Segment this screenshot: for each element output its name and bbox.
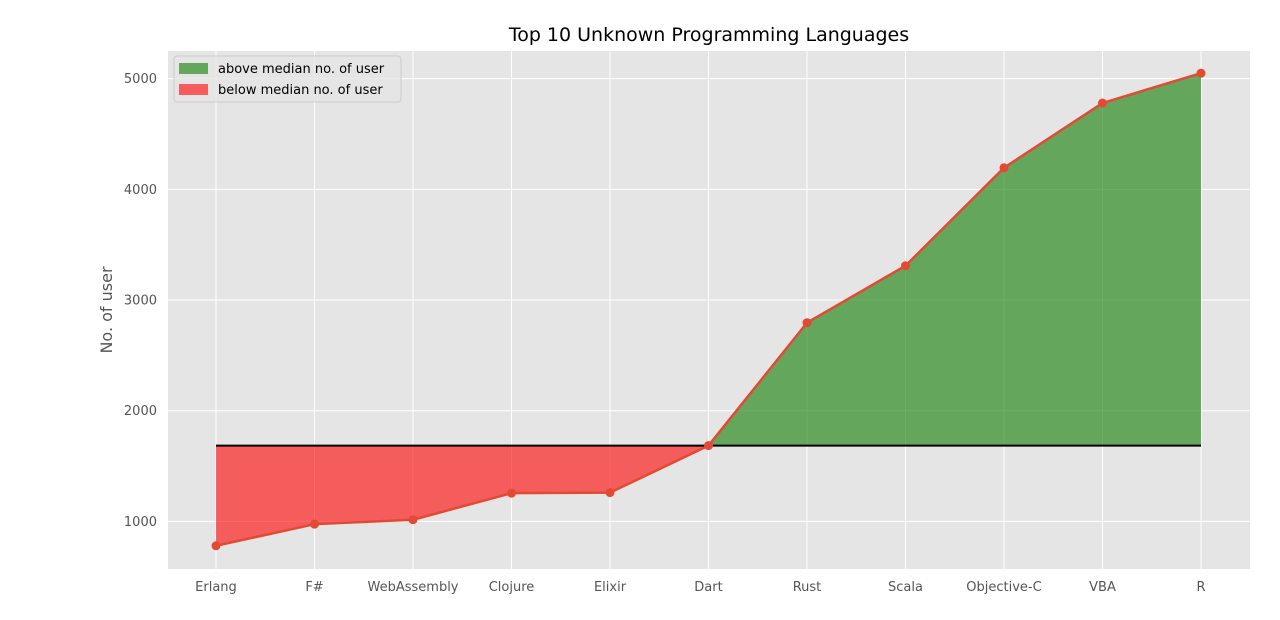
data-point-elixir bbox=[605, 488, 615, 498]
x-tick-label: Elixir bbox=[594, 580, 627, 595]
data-point-r bbox=[1196, 68, 1206, 78]
x-tick-label: Clojure bbox=[489, 580, 535, 595]
data-point-clojure bbox=[507, 488, 516, 498]
chart-title: Top 10 Unknown Programming Languages bbox=[508, 24, 909, 46]
x-tick-label: Scala bbox=[888, 580, 923, 595]
data-point-objective-c bbox=[999, 163, 1009, 173]
area-below-median bbox=[216, 445, 709, 546]
data-point-erlang bbox=[211, 541, 221, 551]
y-tick-label: 2000 bbox=[124, 404, 157, 419]
x-tick-label: WebAssembly bbox=[368, 580, 459, 595]
data-point-rust bbox=[802, 318, 812, 328]
x-tick-label: Dart bbox=[694, 580, 722, 595]
y-tick-label: 3000 bbox=[124, 294, 157, 309]
legend-box bbox=[173, 55, 402, 103]
legend-label-above: above median no. of user bbox=[218, 62, 385, 77]
y-axis-title: No. of user bbox=[97, 266, 116, 353]
area-above-median bbox=[708, 73, 1201, 446]
y-tick-labels: 1000 2000 3000 4000 5000 bbox=[124, 72, 157, 530]
data-markers bbox=[211, 68, 1206, 551]
legend-swatch-above bbox=[179, 63, 208, 74]
y-tick-label: 1000 bbox=[124, 515, 157, 530]
x-tick-label: R bbox=[1196, 580, 1205, 595]
data-point-vba bbox=[1098, 98, 1107, 108]
x-tick-label: Rust bbox=[793, 580, 822, 595]
y-tick-label: 5000 bbox=[124, 72, 157, 87]
y-tick-label: 4000 bbox=[124, 183, 157, 198]
data-point-f- bbox=[310, 519, 319, 529]
legend: above median no. of user below median no… bbox=[173, 55, 402, 103]
x-tick-label: Objective-C bbox=[966, 580, 1041, 595]
legend-swatch-below bbox=[179, 84, 208, 95]
x-tick-labels: Erlang F# WebAssembly Clojure Elixir Dart Rust… bbox=[195, 580, 1205, 595]
data-point-dart bbox=[704, 441, 713, 451]
x-tick-label: Erlang bbox=[195, 580, 237, 595]
area-fills bbox=[216, 73, 1201, 546]
data-point-webassembly bbox=[408, 515, 418, 525]
x-tick-label: VBA bbox=[1089, 580, 1116, 595]
legend-label-below: below median no. of user bbox=[218, 83, 383, 98]
data-point-scala bbox=[901, 261, 910, 271]
x-tick-label: F# bbox=[305, 580, 323, 595]
